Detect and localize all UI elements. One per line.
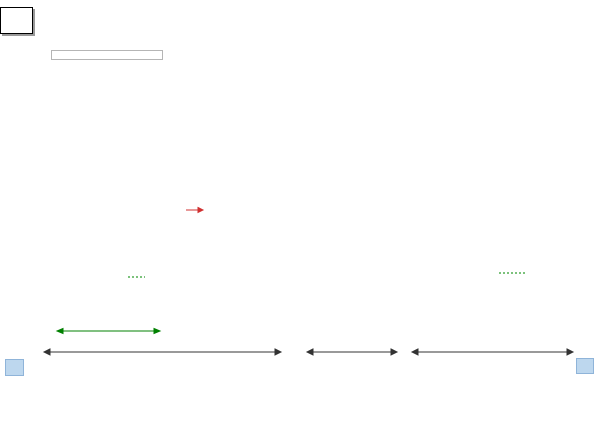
abstieg-block	[410, 339, 528, 344]
forststrasse-span-arrow	[55, 327, 162, 335]
aufstieg-span-arrow	[42, 348, 283, 356]
abstieg-span-arrow	[410, 348, 575, 356]
approach-info-box	[51, 50, 163, 60]
parking-badge-end	[576, 358, 594, 374]
aufstieg-block	[102, 339, 272, 344]
page-number-badge	[0, 7, 33, 34]
parking-badge-start	[5, 359, 24, 376]
hut-connector-dotted-lines	[128, 272, 526, 278]
uebergang-span-arrow	[305, 348, 399, 356]
uebergang-block	[294, 339, 412, 344]
pfad-arrow	[186, 206, 205, 214]
page-subtitle	[0, 0, 601, 12]
